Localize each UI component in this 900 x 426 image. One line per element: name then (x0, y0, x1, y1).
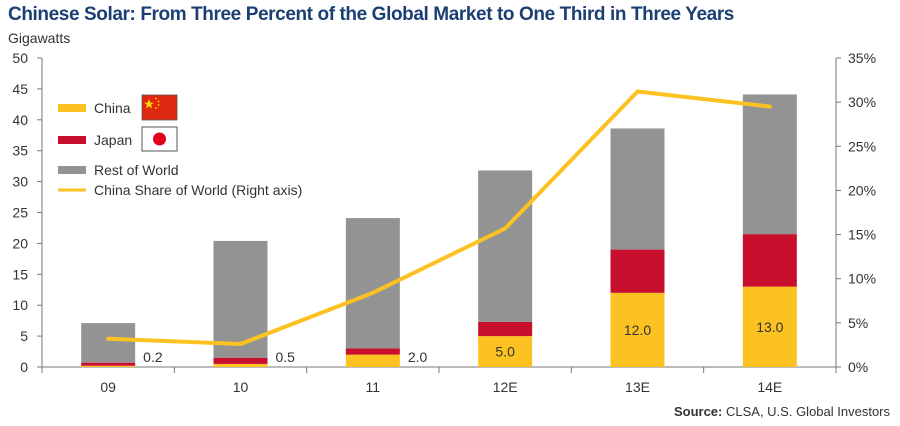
bars (81, 94, 797, 367)
right-axis-tick-label: 10% (848, 271, 876, 287)
left-axis-tick-label: 10 (12, 297, 28, 313)
legend-swatch-japan (58, 136, 86, 144)
left-axis-tick-label: 20 (12, 235, 28, 251)
left-axis-tick-label: 0 (20, 359, 28, 375)
data-labels: 0.2 0.5 2.0 5.0 12.0 13.0 (143, 319, 784, 365)
bar-japan (610, 249, 665, 293)
china-flag-icon (141, 94, 178, 121)
chart-title: Chinese Solar: From Three Percent of the… (8, 4, 734, 25)
right-axis-tick-label: 0% (848, 359, 868, 375)
right-axis-tick-label: 20% (848, 182, 876, 198)
bar-china (81, 365, 136, 367)
china-value-label: 5.0 (495, 344, 515, 360)
left-axis-tick-label: 45 (12, 81, 28, 97)
bar-rest-of-world (742, 94, 797, 235)
bar-japan (742, 234, 797, 287)
y-axis-title: Gigawatts (8, 30, 71, 46)
source-label: Source: (673, 404, 723, 419)
china-flag-big-star-icon (144, 99, 154, 109)
bar-japan (81, 362, 136, 366)
legend-label: China (94, 100, 131, 116)
bar-rest-of-world (610, 128, 665, 250)
source-note: Source: CLSA, U.S. Global Investors (674, 404, 890, 419)
share-line-layer (106, 89, 772, 347)
china-flag-small-star-icon (155, 97, 157, 100)
bar-japan (478, 321, 533, 337)
right-axis-tick-label: 25% (848, 138, 876, 154)
china-flag-small-star-icon (155, 107, 157, 109)
legend-swatch-china (58, 104, 86, 112)
x-axis-tick-label: 13E (625, 379, 650, 395)
china-value-label: 13.0 (756, 319, 783, 335)
china-flag-small-star-icon (157, 100, 160, 103)
bar-rest-of-world (213, 240, 268, 358)
china-flag-small-star-icon (157, 104, 160, 106)
china-value-label: 12.0 (624, 322, 651, 338)
right-axis-tick-label: 30% (848, 94, 876, 110)
bar-japan (213, 357, 268, 364)
bar-china (478, 336, 533, 367)
x-axis-tick-label: 10 (233, 379, 249, 395)
bar-japan (345, 348, 400, 355)
x-axis-tick-label: 11 (366, 379, 381, 395)
left-axis-tick-label: 15 (12, 266, 28, 282)
bar-china (610, 292, 665, 367)
right-axis-tick-label: 5% (848, 315, 868, 331)
china-value-label: 0.2 (143, 349, 163, 365)
bar-china (213, 363, 268, 367)
bar-china (742, 286, 797, 367)
x-axis-tick-label: 14E (757, 379, 782, 395)
legend: China Japan Rest of World China Share of Wo… (58, 94, 302, 198)
japan-flag-disc-icon (153, 132, 166, 146)
left-axis-tick-label: 35 (12, 143, 28, 159)
axes: 0 5 10 15 20 25 30 35 40 45 50 0% 5% 10% 15% 20% 25% 30% 3… (12, 50, 876, 395)
legend-label: China Share of World (Right axis) (94, 182, 302, 198)
source-text: CLSA, U.S. Global Investors (722, 404, 890, 419)
left-axis-tick-label: 5 (20, 328, 28, 344)
x-axis-tick-label: 09 (100, 379, 116, 395)
left-axis-tick-label: 40 (12, 112, 28, 128)
left-axis-tick-label: 50 (12, 50, 28, 66)
china-value-label: 2.0 (408, 349, 428, 365)
right-axis-tick-label: 15% (848, 227, 876, 243)
legend-label: Rest of World (94, 162, 179, 178)
china-value-label: 0.5 (276, 349, 296, 365)
right-axis-tick-label: 35% (848, 50, 876, 66)
left-axis-tick-label: 30 (12, 174, 28, 190)
legend-label: Japan (94, 132, 132, 148)
bar-rest-of-world (81, 323, 136, 363)
left-axis-tick-label: 25 (12, 205, 28, 221)
legend-swatch-rest-of-world (58, 166, 86, 174)
bar-china (345, 354, 400, 367)
x-axis-tick-label: 12E (493, 379, 518, 395)
bar-rest-of-world (478, 170, 533, 322)
china-share-line (106, 89, 772, 347)
